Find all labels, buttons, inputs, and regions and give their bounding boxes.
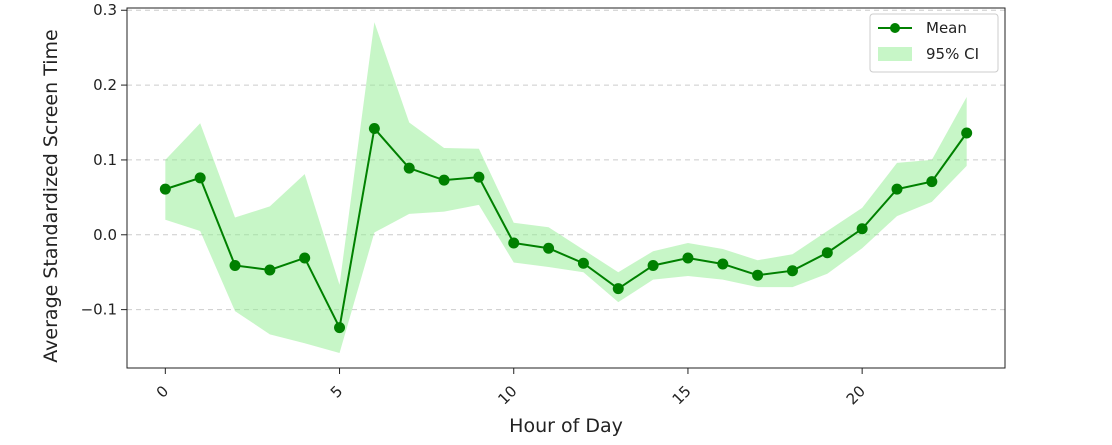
legend-ci-label: 95% CI <box>926 45 979 63</box>
mean-point <box>194 172 206 184</box>
y-axis-label: Average Standardized Screen Time <box>40 29 62 362</box>
ci-band <box>165 22 967 354</box>
mean-point <box>682 252 694 264</box>
y-tick-label: 0.2 <box>93 76 117 94</box>
mean-point <box>926 176 938 188</box>
mean-point <box>299 252 311 264</box>
x-axis-label: Hour of Day <box>509 415 623 437</box>
mean-point <box>647 259 659 271</box>
mean-point <box>368 122 380 134</box>
mean-point <box>786 265 798 277</box>
mean-point <box>543 242 555 254</box>
mean-point <box>229 259 241 271</box>
mean-point <box>821 247 833 259</box>
mean-point <box>403 162 415 174</box>
mean-point <box>961 127 973 139</box>
mean-point <box>473 171 485 183</box>
mean-point <box>438 174 450 186</box>
y-tick-label: 0.1 <box>93 151 117 169</box>
x-tick-label: 15 <box>669 382 695 408</box>
mean-point <box>508 237 520 249</box>
y-tick-label: 0.0 <box>93 226 117 244</box>
mean-point <box>334 322 346 334</box>
y-tick-label: 0.3 <box>93 1 117 19</box>
y-axis-ticks: −0.1 0.0 0.1 0.2 0.3 <box>81 1 127 319</box>
legend-mean-label: Mean <box>926 19 967 37</box>
mean-point <box>752 269 764 281</box>
legend: Mean 95% CI <box>869 13 999 73</box>
legend-mean-marker <box>890 23 900 33</box>
mean-point <box>717 258 729 270</box>
mean-point <box>264 264 276 276</box>
x-tick-label: 5 <box>327 382 346 401</box>
ci-band-layer <box>165 22 967 354</box>
x-tick-label: 0 <box>153 382 172 401</box>
mean-point <box>612 283 624 295</box>
mean-points-layer <box>159 122 973 334</box>
mean-point <box>891 183 903 195</box>
y-tick-label: −0.1 <box>81 301 117 319</box>
mean-line-layer <box>165 126 968 331</box>
plot-frame <box>126 7 1006 369</box>
mean-point <box>856 223 868 235</box>
legend-ci-swatch <box>878 47 912 61</box>
x-tick-label: 10 <box>494 382 520 408</box>
mean-line <box>165 126 968 331</box>
mean-point <box>159 183 171 195</box>
x-tick-label: 20 <box>843 382 869 408</box>
mean-point <box>577 257 589 269</box>
x-axis-ticks: 0 5 10 15 20 <box>153 368 869 408</box>
